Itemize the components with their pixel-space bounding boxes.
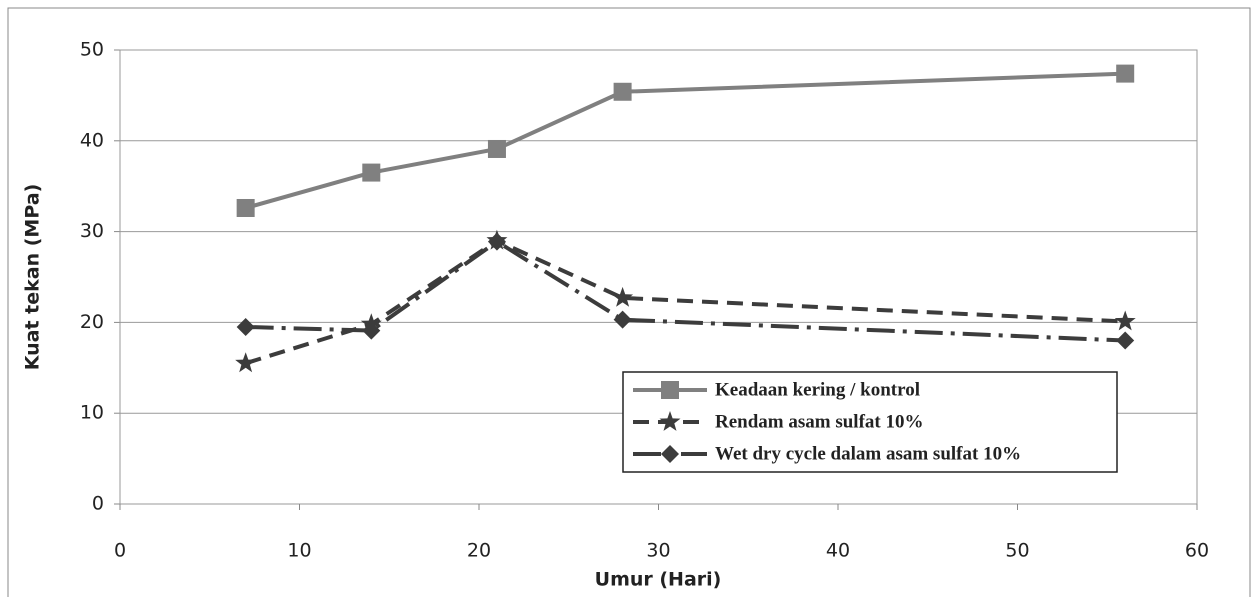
x-axis-label: Umur (Hari) (595, 569, 722, 591)
marker-diamond (487, 232, 506, 251)
x-tick-label: 0 (114, 540, 126, 562)
marker-star (235, 352, 257, 373)
legend-label: Keadaan kering / kontrol (715, 379, 920, 400)
marker-star (1114, 310, 1136, 331)
x-tick-label: 10 (287, 540, 311, 562)
series-line (245, 238, 1126, 366)
y-tick-label: 20 (80, 311, 104, 333)
marker-diamond (362, 321, 381, 340)
marker-square (487, 139, 506, 158)
y-tick-label: 40 (80, 129, 104, 151)
legend-label: Wet dry cycle dalam asam sulfat 10% (715, 443, 1021, 464)
marker-star (659, 411, 681, 431)
x-tick-label: 30 (646, 540, 670, 562)
marker-diamond (1116, 331, 1135, 350)
marker-square (1116, 64, 1135, 83)
marker-diamond (236, 317, 255, 336)
x-tick-label: 50 (1005, 540, 1029, 562)
y-tick-label: 10 (80, 402, 104, 424)
marker-square (362, 163, 381, 182)
marker-diamond (661, 445, 679, 463)
y-axis-label: Kuat tekan (MPa) (22, 184, 44, 371)
series-line (245, 239, 1126, 343)
chart-border (7, 7, 1251, 597)
y-tick-label: 50 (80, 39, 104, 61)
x-tick-label: 20 (467, 540, 491, 562)
marker-diamond (613, 310, 632, 329)
marker-square (661, 381, 679, 399)
marker-star (612, 286, 634, 307)
marker-square (613, 82, 632, 101)
y-tick-label: 30 (80, 220, 104, 242)
x-tick-label: 60 (1185, 540, 1209, 562)
marker-square (236, 198, 255, 217)
legend-label: Rendam asam sulfat 10% (715, 411, 923, 432)
y-tick-label: 0 (92, 493, 104, 515)
x-tick-label: 40 (826, 540, 850, 562)
